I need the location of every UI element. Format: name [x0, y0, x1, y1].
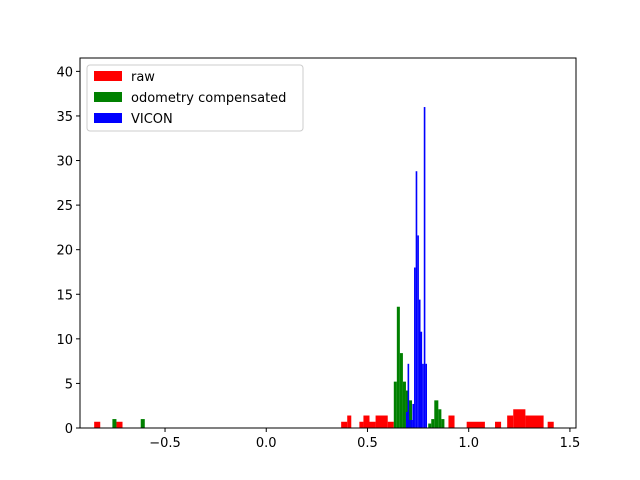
y-tick-label: 0	[65, 422, 73, 437]
vicon-bar-10	[422, 363, 424, 428]
legend-box	[86, 64, 304, 132]
vicon-bar-2	[409, 419, 411, 428]
vicon-bar-7	[417, 235, 419, 428]
legend-label-vicon: VICON	[131, 112, 173, 127]
raw-bar-1	[116, 421, 123, 428]
raw-bar-6	[369, 421, 376, 428]
raw-bar-11	[495, 421, 502, 428]
x-axis: −0.5 0.0 0.5 1.0 1.5	[149, 428, 580, 451]
raw-bar-8	[387, 421, 394, 428]
y-tick-label: 35	[56, 110, 73, 125]
y-tick-label: 10	[56, 333, 73, 348]
odometry-compensated-bar-3	[396, 306, 400, 428]
odometry-compensated-bar-6	[405, 390, 409, 428]
y-tick-label: 30	[56, 155, 73, 170]
raw-bar-13	[513, 409, 526, 428]
vicon-bar-6	[415, 171, 418, 429]
legend: raw odometry compensated VICON	[86, 64, 304, 132]
odometry-compensated-bar-0	[112, 419, 117, 428]
odometry-compensated-bar-10	[434, 400, 439, 428]
odometry-compensated-bar-8	[428, 423, 432, 428]
odometry-compensated-bar-5	[402, 381, 406, 428]
raw-bar-9	[448, 415, 455, 428]
odometry-compensated-bar-9	[431, 419, 435, 428]
legend-label-raw: raw	[131, 70, 155, 85]
vicon-bar-8	[418, 299, 421, 428]
raw-bar-0	[94, 421, 101, 428]
raw-bar-14	[525, 415, 544, 428]
odometry-compensated-bar-7	[408, 400, 413, 428]
y-tick-label: 5	[65, 377, 73, 392]
plot-frame	[79, 57, 577, 429]
vicon-bar-4	[412, 403, 415, 428]
raw-bar-5	[363, 415, 370, 428]
y-axis: 0 5 10 15 20 25 30 35 40	[56, 65, 80, 437]
legend-swatch-odometry-compensated	[94, 92, 122, 102]
raw-bar-10	[466, 421, 485, 428]
y-tick-label: 25	[56, 199, 73, 214]
x-tick-label: −0.5	[149, 436, 181, 451]
raw-bar-12	[507, 415, 514, 428]
x-tick-label: 0.0	[256, 436, 277, 451]
y-tick-label: 15	[56, 288, 73, 303]
odometry-compensated-bar-4	[399, 353, 403, 428]
odometry-compensated-bar-1	[140, 419, 145, 428]
vicon-bar-11	[423, 107, 426, 428]
vicon-bar-12	[425, 363, 427, 428]
odometry-compensated-bar-2	[393, 381, 397, 428]
raw-bar-15	[547, 421, 554, 428]
vicon-bar-5	[414, 267, 416, 428]
legend-label-odometry-compensated: odometry compensated	[131, 91, 286, 106]
y-tick-label: 40	[56, 65, 73, 80]
odometry-compensated-bar-12	[441, 419, 445, 428]
legend-swatch-vicon	[94, 113, 122, 123]
x-tick-label: 1.5	[560, 436, 581, 451]
x-tick-label: 1.0	[458, 436, 479, 451]
legend-swatch-raw	[94, 71, 122, 81]
vicon-bar-9	[420, 331, 423, 428]
vicon-bar-3	[410, 419, 413, 428]
odometry-compensated-series-bars	[112, 306, 445, 428]
vicon-bar-1	[407, 363, 410, 428]
raw-series-bars	[94, 409, 554, 428]
x-tick-label: 0.5	[357, 436, 378, 451]
raw-bar-3	[347, 415, 352, 428]
vicon-series-bars	[405, 107, 427, 429]
odometry-compensated-bar-11	[438, 409, 442, 428]
y-tick-label: 20	[56, 244, 73, 259]
vicon-bar-0	[405, 411, 408, 428]
raw-bar-7	[375, 415, 388, 428]
raw-bar-4	[359, 421, 364, 428]
raw-bar-2	[341, 421, 348, 428]
